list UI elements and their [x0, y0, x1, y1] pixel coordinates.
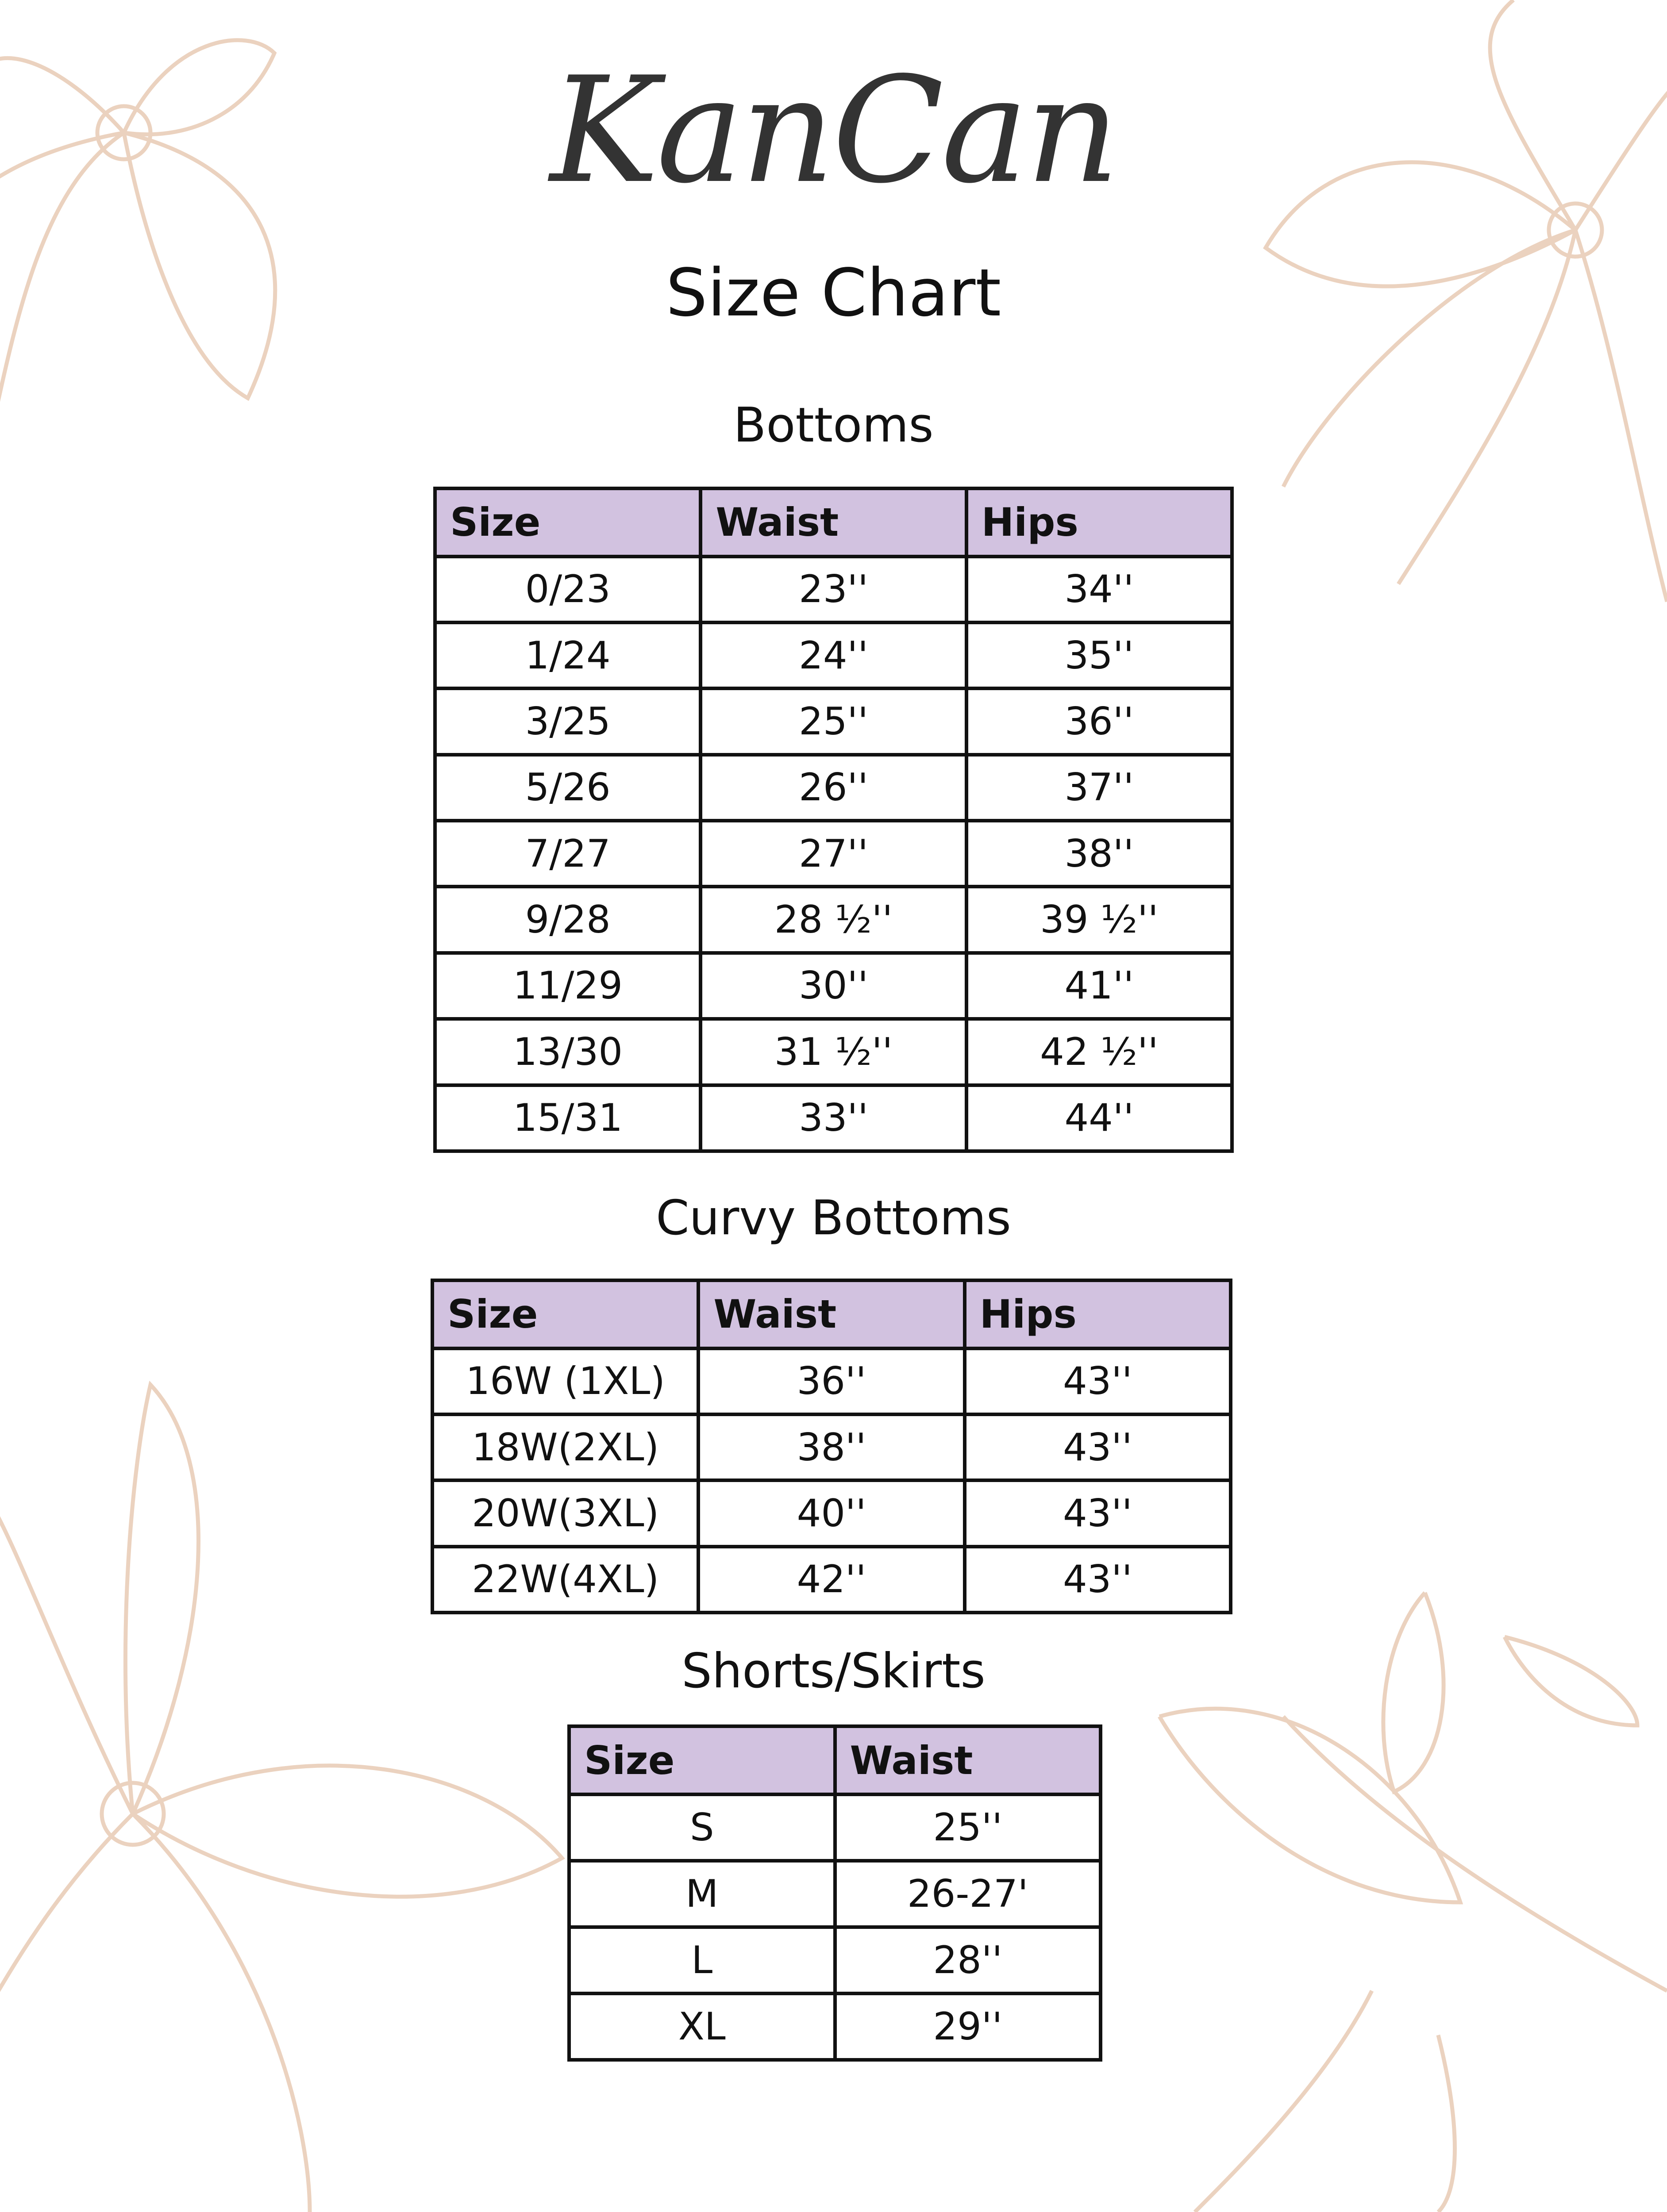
shorts-skirts-title: Shorts/Skirts [681, 1644, 986, 1699]
table-cell: L [567, 1925, 837, 1995]
table-cell: 35'' [964, 620, 1234, 691]
table-cell: 22W(4XL) [430, 1544, 701, 1615]
bottoms-size-table: Size Waist Hips 0/23 23'' 34'' 1/24 24'' 35'' 3/2… [433, 487, 1234, 1153]
table-cell: 18W(2XL) [430, 1412, 701, 1482]
table-cell: 20W(3XL) [430, 1479, 701, 1548]
table-cell: 3/25 [433, 687, 703, 757]
table-cell: 40'' [697, 1479, 966, 1548]
table-cell: 7/27 [433, 819, 703, 889]
table-cell: M [567, 1859, 837, 1929]
table-cell: 23'' [699, 554, 968, 624]
flower-bottom-left-decoration [0, 1380, 565, 2212]
table-row: 22W(4XL) 42'' 43'' [430, 1544, 1233, 1615]
column-header: Size [430, 1279, 701, 1350]
table-cell: 1/24 [433, 620, 703, 691]
table-row: 7/27 27'' 38'' [433, 819, 1234, 889]
table-cell: 38'' [697, 1412, 966, 1482]
table-cell: 36'' [697, 1346, 966, 1416]
curvy-bottoms-size-table: Size Waist Hips 16W (1XL) 36'' 43'' 18W(2XL) 38… [430, 1279, 1233, 1615]
column-header: Size [433, 487, 703, 558]
brand-logo: KanCan [550, 46, 1120, 215]
table-cell: 28'' [833, 1925, 1102, 1995]
curvy-bottoms-title: Curvy Bottoms [656, 1190, 1011, 1246]
table-cell: 0/23 [433, 554, 703, 624]
table-cell: 33'' [699, 1083, 968, 1153]
table-row: 18W(2XL) 38'' 43'' [430, 1412, 1233, 1482]
bottoms-title: Bottoms [733, 398, 934, 453]
table-row: S 25'' [567, 1793, 1102, 1863]
table-cell: 15/31 [433, 1083, 703, 1153]
table-cell: 34'' [964, 554, 1234, 624]
table-cell: 13/30 [433, 1017, 703, 1087]
table-cell: 43'' [962, 1346, 1233, 1416]
table-cell: 44'' [964, 1083, 1234, 1153]
table-row: 11/29 30'' 41'' [433, 951, 1234, 1021]
table-row: 13/30 31 ½'' 42 ½'' [433, 1017, 1234, 1087]
table-cell: 9/28 [433, 885, 703, 955]
table-cell: 30'' [699, 951, 968, 1021]
table-header-row: Size Waist Hips [433, 487, 1234, 558]
table-cell: 38'' [964, 819, 1234, 889]
table-cell: 5/26 [433, 753, 703, 823]
column-header: Size [567, 1724, 837, 1797]
table-row: 16W (1XL) 36'' 43'' [430, 1346, 1233, 1416]
table-cell: 37'' [964, 753, 1234, 823]
page-title: Size Chart [666, 255, 1001, 331]
table-row: 15/31 33'' 44'' [433, 1083, 1234, 1153]
table-cell: 29'' [833, 1991, 1102, 2062]
table-cell: 31 ½'' [699, 1017, 968, 1087]
table-cell: 42'' [697, 1544, 966, 1615]
table-cell: 43'' [962, 1412, 1233, 1482]
shorts-skirts-size-table: Size Waist S 25'' M 26-27' L 28'' XL 29'' [567, 1724, 1102, 2062]
table-cell: 28 ½'' [699, 885, 968, 955]
table-cell: 25'' [833, 1793, 1102, 1863]
column-header: Waist [699, 487, 968, 558]
table-row: 3/25 25'' 36'' [433, 687, 1234, 757]
table-cell: XL [567, 1991, 837, 2062]
table-row: M 26-27' [567, 1859, 1102, 1929]
table-cell: 16W (1XL) [430, 1346, 701, 1416]
table-row: 5/26 26'' 37'' [433, 753, 1234, 823]
flower-top-right-decoration [1263, 0, 1667, 603]
table-cell: 42 ½'' [964, 1017, 1234, 1087]
leaves-bottom-right-decoration [1158, 1591, 1667, 2212]
column-header: Hips [962, 1279, 1233, 1350]
table-cell: 25'' [699, 687, 968, 757]
table-row: 9/28 28 ½'' 39 ½'' [433, 885, 1234, 955]
table-cell: 24'' [699, 620, 968, 691]
column-header: Hips [964, 487, 1234, 558]
table-cell: 11/29 [433, 951, 703, 1021]
table-cell: 26-27' [833, 1859, 1102, 1929]
table-row: 1/24 24'' 35'' [433, 620, 1234, 691]
column-header: Waist [833, 1724, 1102, 1797]
table-cell: 43'' [962, 1479, 1233, 1548]
flower-top-left-decoration [0, 38, 277, 402]
table-cell: S [567, 1793, 837, 1863]
table-cell: 41'' [964, 951, 1234, 1021]
table-header-row: Size Waist Hips [430, 1279, 1233, 1350]
table-row: XL 29'' [567, 1991, 1102, 2062]
table-row: L 28'' [567, 1925, 1102, 1995]
table-cell: 43'' [962, 1544, 1233, 1615]
table-cell: 26'' [699, 753, 968, 823]
table-cell: 39 ½'' [964, 885, 1234, 955]
column-header: Waist [697, 1279, 966, 1350]
table-cell: 27'' [699, 819, 968, 889]
table-cell: 36'' [964, 687, 1234, 757]
table-row: 20W(3XL) 40'' 43'' [430, 1479, 1233, 1548]
table-header-row: Size Waist [567, 1724, 1102, 1797]
table-row: 0/23 23'' 34'' [433, 554, 1234, 624]
